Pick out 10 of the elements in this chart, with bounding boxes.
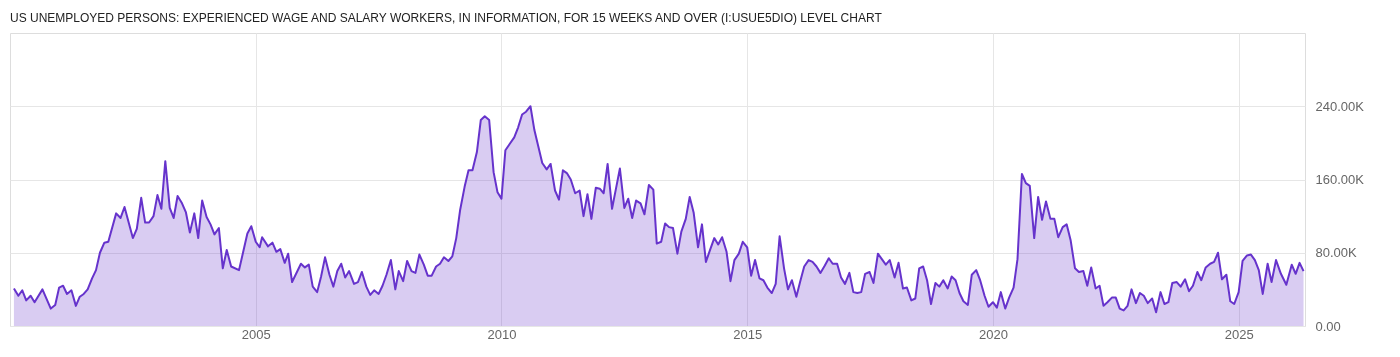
y-tick-label: 240.00K bbox=[1315, 98, 1365, 114]
y-tick-label: 80.00K bbox=[1315, 245, 1358, 261]
x-tick-label: 2015 bbox=[733, 326, 763, 342]
y-tick-label: 0.00 bbox=[1315, 318, 1341, 334]
x-tick-label: 2020 bbox=[978, 326, 1008, 342]
x-tick-label: 2005 bbox=[241, 326, 271, 342]
chart-title: US UNEMPLOYED PERSONS: EXPERIENCED WAGE AND SALARY WORKERS, IN INFORMATION, FOR 15 WEEKS AND OVER (I:USUE5DIO) LEVEL CHART bbox=[10, 11, 883, 25]
x-tick-label: 2025 bbox=[1224, 326, 1254, 342]
y-tick-label: 160.00K bbox=[1315, 172, 1365, 187]
x-tick-label: 2010 bbox=[487, 326, 517, 342]
